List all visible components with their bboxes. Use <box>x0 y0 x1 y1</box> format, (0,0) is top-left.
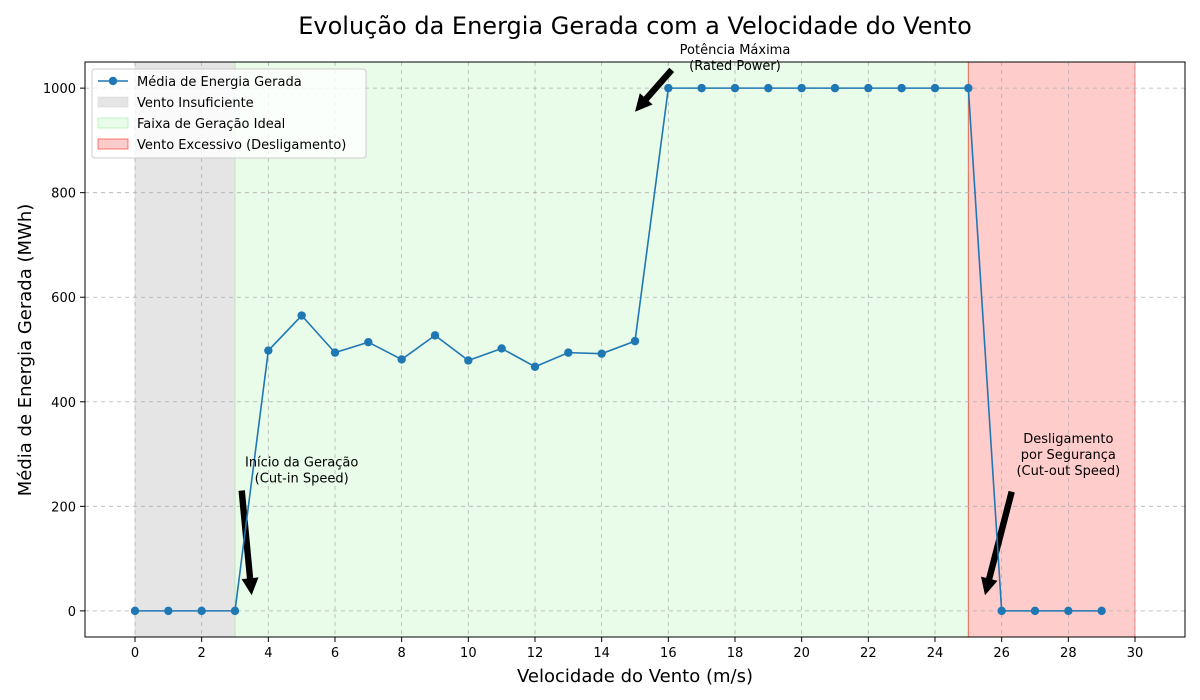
data-point <box>1097 606 1106 616</box>
legend-label: Vento Insuficiente <box>137 96 254 111</box>
data-point <box>230 606 240 616</box>
x-axis-ticks: 0 2 4 6 8 10 12 14 16 18 20 22 24 26 28 30 <box>131 637 1143 661</box>
data-point <box>464 356 473 365</box>
data-point <box>797 83 806 93</box>
legend-box <box>91 68 367 159</box>
annotation-texts: Início da Geração(Cut-in Speed) Potência … <box>245 43 1120 487</box>
data-point <box>730 83 740 93</box>
legend-swatch-patch <box>97 96 129 108</box>
y-tick-label: 400 <box>51 396 76 411</box>
annotation-text: (Cut-in Speed) <box>255 472 349 487</box>
data-point <box>264 346 273 355</box>
data-point <box>997 606 1006 616</box>
annotation-text: Desligamento <box>1023 432 1113 447</box>
data-point <box>764 83 773 93</box>
data-point <box>164 606 173 616</box>
annotation-arrow <box>635 67 675 112</box>
plot-frame <box>84 61 1186 638</box>
data-point <box>530 362 540 371</box>
data-point <box>597 349 606 358</box>
data-point <box>130 606 140 616</box>
data-point <box>1030 606 1040 616</box>
legend-swatch-patch <box>97 138 129 150</box>
data-point <box>697 83 706 93</box>
x-tick-label: 2 <box>198 646 206 661</box>
data-point <box>864 83 873 93</box>
data-point <box>830 83 840 93</box>
x-tick-label: 28 <box>1060 646 1077 661</box>
x-tick-label: 14 <box>593 646 610 661</box>
y-tick-label: 200 <box>51 500 76 515</box>
y-tick-label: 800 <box>51 187 76 202</box>
x-tick-label: 0 <box>131 646 139 661</box>
data-point <box>197 606 206 616</box>
x-tick-label: 20 <box>793 646 810 661</box>
legend-label: Média de Energia Gerada <box>137 75 302 90</box>
annotation-text: por Segurança <box>1021 448 1116 463</box>
legend-swatch-marker <box>108 76 118 86</box>
data-point <box>330 348 340 357</box>
data-point <box>497 344 506 353</box>
annotation-text: Potência Máxima <box>680 43 791 58</box>
data-point <box>930 83 940 93</box>
y-axis-label: Média de Energia Gerada (MWh) <box>15 204 36 497</box>
data-point <box>430 331 440 340</box>
x-tick-label: 30 <box>1127 646 1144 661</box>
x-tick-label: 18 <box>727 646 744 661</box>
annotation-text: (Cut-out Speed) <box>1016 464 1120 479</box>
data-point <box>630 336 640 346</box>
x-tick-label: 12 <box>527 646 544 661</box>
data-point <box>664 83 673 93</box>
x-tick-label: 4 <box>264 646 272 661</box>
y-axis-ticks: 0 200 400 600 800 1000 <box>43 82 85 620</box>
y-tick-label: 1000 <box>43 82 76 97</box>
series-line <box>135 87 1102 612</box>
y-tick-label: 600 <box>51 291 76 306</box>
x-tick-label: 16 <box>660 646 677 661</box>
x-tick-label: 8 <box>398 646 406 661</box>
data-point <box>397 355 406 364</box>
legend-swatch-patch <box>97 117 129 129</box>
data-point <box>964 83 973 93</box>
legend-label: Faixa de Geração Ideal <box>137 117 285 132</box>
x-tick-label: 6 <box>331 646 339 661</box>
annotation-text: (Rated Power) <box>689 59 781 74</box>
y-tick-label: 0 <box>68 605 76 620</box>
legend: Média de Energia Gerada Vento Insuficient… <box>91 68 367 159</box>
data-point <box>1064 606 1073 616</box>
x-tick-label: 22 <box>860 646 877 661</box>
data-point <box>564 348 573 357</box>
legend-label: Vento Excessivo (Desligamento) <box>137 138 346 153</box>
x-tick-label: 26 <box>993 646 1010 661</box>
annotation-arrow <box>238 490 259 596</box>
x-tick-label: 24 <box>927 646 944 661</box>
series-layer <box>130 83 1106 616</box>
data-point <box>297 311 306 320</box>
annotation-text: Início da Geração <box>245 456 358 471</box>
data-point <box>364 337 373 347</box>
data-point <box>897 83 906 93</box>
x-axis-label: Velocidade do Vento (m/s) <box>517 666 753 687</box>
chart-title: Evolução da Energia Gerada com a Velocid… <box>298 12 972 40</box>
x-tick-label: 10 <box>460 646 477 661</box>
